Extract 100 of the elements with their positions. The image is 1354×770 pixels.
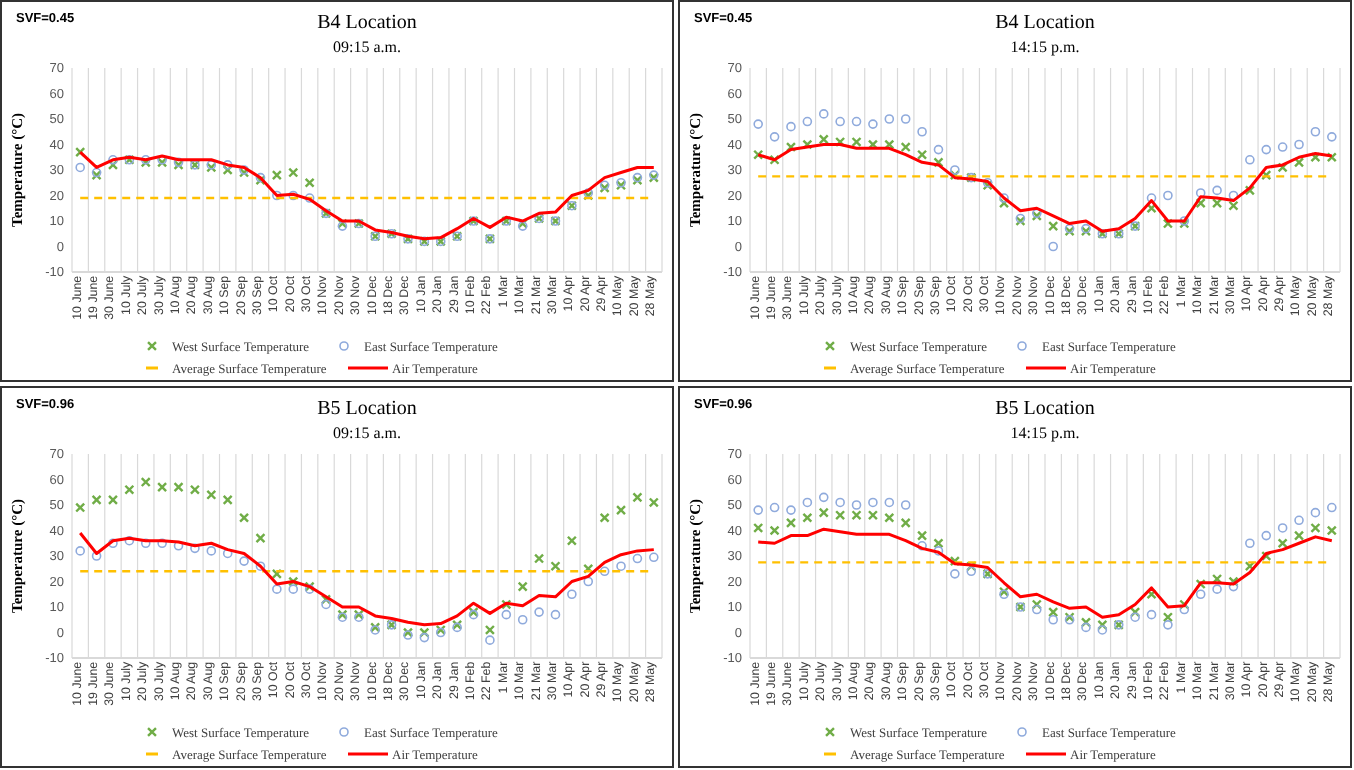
point	[1048, 241, 1058, 252]
point	[272, 584, 282, 594]
point	[1032, 604, 1042, 615]
point	[255, 561, 266, 571]
point	[1245, 538, 1255, 549]
point	[753, 522, 764, 534]
point	[1327, 132, 1337, 142]
point	[419, 632, 430, 643]
point	[851, 500, 862, 510]
point	[501, 609, 512, 620]
point	[124, 484, 135, 495]
point	[1031, 599, 1042, 610]
point	[534, 607, 544, 617]
point	[884, 512, 895, 523]
point	[649, 552, 659, 563]
point	[753, 149, 764, 160]
point	[1277, 523, 1288, 533]
point	[753, 119, 763, 129]
point	[484, 624, 496, 636]
point	[206, 489, 217, 500]
point	[884, 114, 895, 124]
point	[1327, 502, 1337, 513]
point	[1212, 584, 1222, 594]
point	[802, 116, 813, 127]
point	[583, 563, 594, 574]
chart-title: B4 Location	[995, 12, 1095, 34]
point	[533, 553, 545, 564]
point	[1097, 619, 1108, 631]
point	[1162, 612, 1174, 623]
point	[1080, 617, 1092, 628]
point	[91, 494, 102, 506]
point	[933, 157, 944, 168]
chart-subtitle: 09:15 a.m.	[333, 424, 401, 442]
point	[1244, 185, 1256, 196]
point	[999, 193, 1009, 203]
point	[1048, 614, 1058, 625]
point	[917, 126, 927, 137]
point	[916, 149, 928, 160]
point	[1146, 193, 1157, 203]
point	[753, 505, 763, 515]
point	[567, 589, 577, 600]
point	[950, 569, 960, 579]
point	[550, 609, 561, 620]
point	[75, 546, 85, 556]
point	[288, 167, 299, 178]
point	[769, 525, 780, 536]
point	[867, 510, 879, 521]
point	[583, 576, 594, 587]
point	[1326, 525, 1337, 536]
point	[933, 144, 944, 155]
point	[1195, 197, 1206, 209]
point	[1212, 185, 1222, 196]
point	[238, 512, 250, 523]
point	[1195, 188, 1206, 198]
point	[239, 556, 249, 566]
point	[173, 481, 184, 493]
point	[222, 164, 233, 176]
point	[222, 160, 233, 170]
point	[1277, 142, 1288, 152]
point	[615, 504, 627, 516]
point	[916, 530, 928, 541]
point	[851, 136, 862, 148]
point	[851, 116, 862, 127]
point	[1163, 620, 1173, 630]
point	[222, 494, 233, 506]
point	[616, 561, 626, 571]
point	[834, 136, 846, 148]
line-series	[756, 527, 1334, 619]
point	[1146, 609, 1157, 620]
point	[1294, 515, 1304, 526]
point	[271, 169, 283, 181]
point	[900, 517, 911, 529]
point	[933, 546, 944, 556]
point	[304, 177, 315, 188]
point	[321, 599, 331, 610]
point	[769, 132, 780, 142]
point	[818, 109, 829, 119]
point	[1228, 200, 1239, 211]
point	[950, 165, 960, 175]
point	[802, 139, 813, 150]
point	[1048, 606, 1059, 618]
point	[884, 139, 895, 150]
point	[1310, 522, 1321, 534]
line-series	[78, 531, 656, 627]
point	[1130, 612, 1140, 622]
point	[108, 538, 118, 549]
point	[834, 510, 846, 521]
point	[1293, 157, 1305, 168]
point	[802, 497, 813, 508]
point	[124, 535, 135, 546]
point	[485, 635, 495, 645]
point	[272, 190, 282, 201]
point	[900, 500, 911, 510]
point	[107, 494, 119, 506]
point	[255, 532, 266, 544]
point	[818, 507, 829, 518]
chart-title: B4 Location	[317, 12, 417, 34]
point	[75, 162, 85, 173]
point	[786, 121, 796, 132]
point	[75, 502, 86, 513]
